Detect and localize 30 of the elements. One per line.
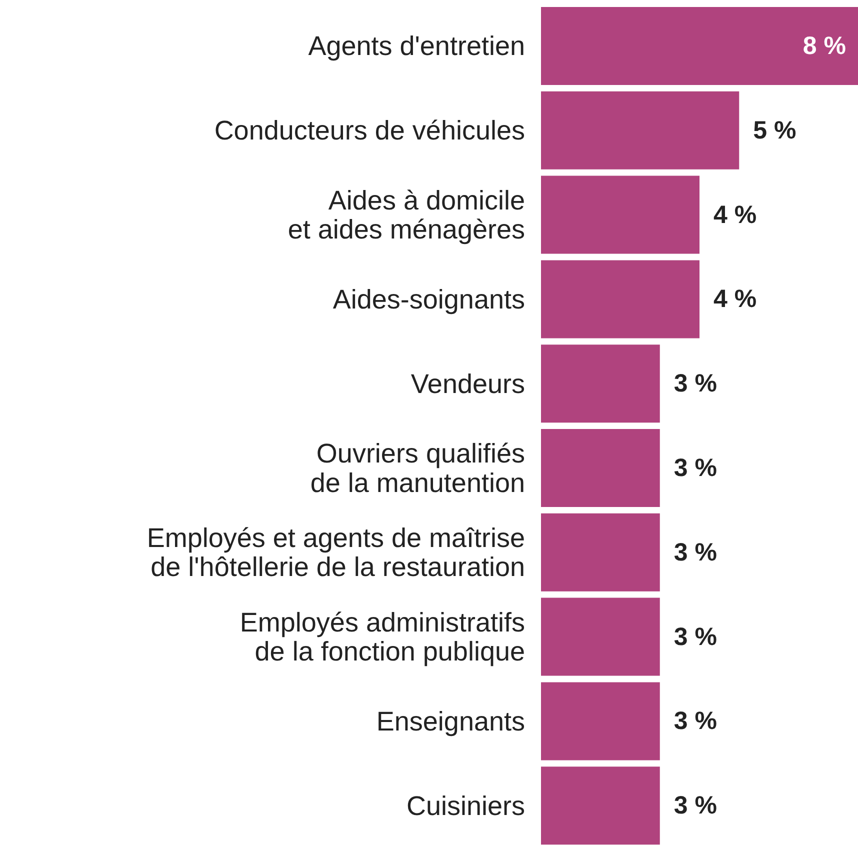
bar (541, 598, 660, 676)
data-label: 3 % (674, 454, 717, 482)
bar (541, 429, 660, 507)
data-label: 4 % (714, 285, 757, 314)
y-tick-label: Cuisiniers (406, 790, 525, 821)
y-tick-label: Aides-soignants (332, 284, 525, 314)
y-tick-label: Ouvriers qualifiés de la manutention (310, 438, 525, 498)
data-label: 3 % (674, 370, 717, 398)
data-label: 5 % (753, 116, 796, 144)
y-tick-label: Employés administratifs de la fonction publique (240, 607, 525, 667)
bar (541, 513, 660, 592)
y-tick-label: Employés et agents de maîtrise de l'hôtellerie de la restauration (146, 523, 525, 582)
bar (541, 682, 660, 760)
y-tick-label: Vendeurs (410, 368, 525, 399)
data-label: 8 % (802, 32, 846, 60)
bar (541, 344, 660, 423)
y-tick-label: Aides à domicile et aides ménagères (288, 185, 525, 245)
data-label: 3 % (674, 538, 717, 566)
y-tick-label: Conducteurs de véhicules (214, 116, 525, 146)
data-label: 3 % (674, 792, 717, 820)
data-label: 4 % (714, 200, 757, 229)
bar (541, 7, 858, 85)
data-label: 3 % (674, 622, 717, 651)
bar (541, 260, 700, 338)
data-label: 3 % (674, 707, 717, 736)
bar (541, 766, 660, 845)
bar (541, 91, 740, 170)
y-tick-label: Enseignants (376, 706, 525, 736)
bar (541, 176, 700, 254)
y-tick-label: Agents d'entretien (308, 31, 525, 62)
